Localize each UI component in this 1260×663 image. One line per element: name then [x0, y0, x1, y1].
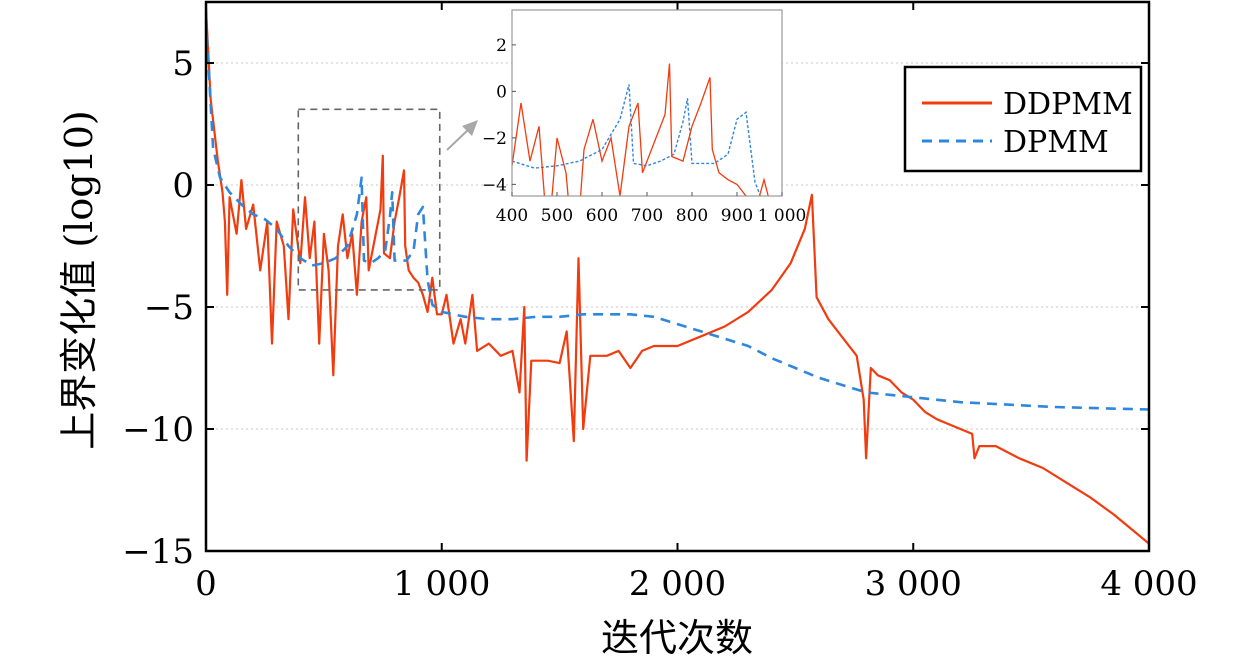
y-tick-label: 5 [172, 44, 194, 84]
x-tick-label: 2 000 [629, 564, 726, 604]
inset-y-tick-label: −4 [482, 175, 507, 195]
zoom-rectangle [297, 108, 441, 291]
inset-background [512, 10, 782, 196]
legend-box [903, 65, 1143, 173]
x-tick-label: 3 000 [865, 564, 962, 604]
inset-x-tick-label: 400 [496, 206, 528, 226]
zoom-arrow-head [462, 120, 478, 136]
series-layer [206, 9, 1149, 545]
y-tick-label: −10 [122, 410, 194, 450]
zoom-indicator [297, 108, 478, 291]
x-tick-label: 4 000 [1100, 564, 1197, 604]
inset-chart: 2 0 −2 −4 400 500 600 700 800 900 1 000 [482, 9, 807, 226]
inset-series-line-ddpmm [512, 63, 769, 196]
y-tick-label: 0 [172, 166, 194, 206]
inset-x-tick-label: 700 [631, 206, 663, 226]
inset-x-tick-label: 500 [541, 206, 573, 226]
inset-y-tick-label: 0 [496, 82, 507, 102]
x-axis-title: 迭代次数 [601, 616, 753, 660]
y-tick-label: −5 [144, 288, 194, 328]
x-tick-label: 0 [195, 564, 217, 604]
series-line-ddpmm [206, 9, 1149, 545]
inset-x-tick-label: 600 [586, 206, 618, 226]
legend-label-dpmm: DPMM [1003, 125, 1109, 160]
inset-series-line-dpmm [512, 84, 762, 196]
inset-x-tick-label: 900 [721, 206, 753, 226]
y-axis-title: 上界变化值 (log10) [57, 110, 101, 449]
inset-x-tick-label: 800 [676, 206, 708, 226]
inset-x-tick-label: 1 000 [758, 206, 807, 226]
axes: 50−5−10−150 1 000 2 000 3 000 4 000 [122, 2, 1198, 604]
x-tick-label: 1 000 [393, 564, 490, 604]
series-line-dpmm [206, 19, 1149, 411]
legend-label-ddpmm: DDPMM [1003, 87, 1133, 122]
inset-y-tick-label: 2 [496, 36, 507, 56]
inset-y-tick-label: −2 [482, 129, 507, 149]
zoom-arrow-shaft [446, 127, 471, 151]
y-tick-label: −15 [122, 532, 194, 572]
